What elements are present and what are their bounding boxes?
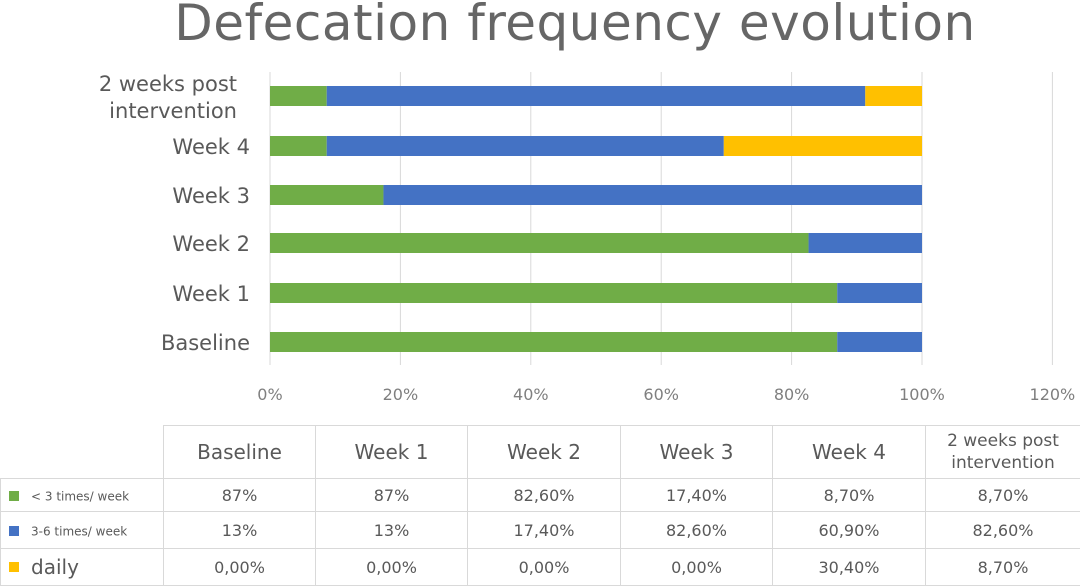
table-cell: 13% (163, 511, 316, 549)
chart-title: Defecation frequency evolution (174, 0, 976, 52)
legend-entry: < 3 times/ week (0, 478, 164, 512)
legend-label: < 3 times/ week (31, 489, 130, 503)
table-cell: 8,70% (925, 548, 1080, 586)
category-label: 2 weeks post (99, 72, 237, 96)
table-cell: 17,40% (467, 511, 621, 549)
category-labels: Baseline Week 1 Week 2 Week 3 Week 4 2 weeks … (99, 72, 250, 355)
legend-swatch-green (9, 491, 19, 501)
bar-chart: Baseline Week 1 Week 2 Week 3 Week 4 2 weeks … (99, 72, 1075, 404)
legend-swatch-yellow (9, 562, 19, 572)
table-header-line: intervention (951, 453, 1055, 473)
bar-segment (270, 185, 384, 205)
table-cell: 0,00% (620, 548, 773, 586)
category-label: Week 3 (172, 184, 250, 208)
table-cell: 82,60% (467, 478, 621, 512)
x-tick-label: 60% (643, 385, 679, 404)
legend-swatch-blue (9, 526, 19, 536)
table-header: 2 weeks post intervention (925, 425, 1080, 479)
gridlines (269, 72, 1053, 365)
category-label: Week 2 (172, 232, 250, 256)
bar-segment (865, 86, 922, 106)
table-row: daily 0,00% 0,00% 0,00% 0,00% 30,40% 8,7… (0, 548, 1080, 586)
bar-segment (383, 185, 922, 205)
bar-segment (723, 136, 922, 156)
table-cell: 8,70% (772, 478, 926, 512)
x-tick-label: 80% (774, 385, 810, 404)
table-header-row: Baseline Week 1 Week 2 Week 3 Week 4 2 w… (0, 425, 1080, 479)
bar-segment (837, 332, 922, 352)
bar-segment (270, 136, 327, 156)
legend-entry: 3-6 times/ week (0, 511, 164, 549)
x-tick-label: 0% (257, 385, 282, 404)
table-header-line: 2 weeks post (947, 431, 1059, 451)
category-label: Baseline (161, 331, 250, 355)
x-tick-label: 20% (383, 385, 419, 404)
table-row: < 3 times/ week 87% 87% 82,60% 17,40% 8,… (0, 478, 1080, 512)
bar-segment (270, 86, 327, 106)
bars (270, 86, 922, 352)
bar-segment (808, 233, 922, 253)
legend-label: 3-6 times/ week (31, 524, 128, 538)
table-cell: 8,70% (925, 478, 1080, 512)
table-cell: 0,00% (467, 548, 621, 586)
table-header: Baseline (163, 425, 316, 479)
bar-segment (837, 283, 922, 303)
bar-segment (270, 283, 838, 303)
table-cell: 60,90% (772, 511, 926, 549)
bar-segment (326, 136, 724, 156)
category-label: Week 4 (172, 135, 250, 159)
table-cell: 87% (315, 478, 468, 512)
table-header: Week 1 (315, 425, 468, 479)
table-cell: 0,00% (163, 548, 316, 586)
category-label: Week 1 (172, 282, 250, 306)
table-header: Week 3 (620, 425, 773, 479)
legend-label: daily (31, 555, 79, 579)
bar-segment (270, 332, 838, 352)
bar-segment (270, 233, 809, 253)
data-table: Baseline Week 1 Week 2 Week 3 Week 4 2 w… (0, 425, 1080, 586)
x-tick-label: 40% (513, 385, 549, 404)
table-cell: 87% (163, 478, 316, 512)
table-cell: 82,60% (620, 511, 773, 549)
x-tick-label: 120% (1030, 385, 1076, 404)
table-header: Week 2 (467, 425, 621, 479)
x-tick-label: 100% (899, 385, 945, 404)
legend-entry: daily (0, 548, 164, 586)
table-row: 3-6 times/ week 13% 13% 17,40% 82,60% 60… (0, 511, 1080, 549)
table-header: Week 4 (772, 425, 926, 479)
table-cell: 13% (315, 511, 468, 549)
table-cell: 82,60% (925, 511, 1080, 549)
category-label: intervention (109, 99, 237, 123)
table-cell: 0,00% (315, 548, 468, 586)
x-tick-labels: 0% 20% 40% 60% 80% 100% 120% (257, 385, 1075, 404)
table-cell: 30,40% (772, 548, 926, 586)
bar-segment (326, 86, 866, 106)
table-cell: 17,40% (620, 478, 773, 512)
table-corner (0, 425, 164, 479)
